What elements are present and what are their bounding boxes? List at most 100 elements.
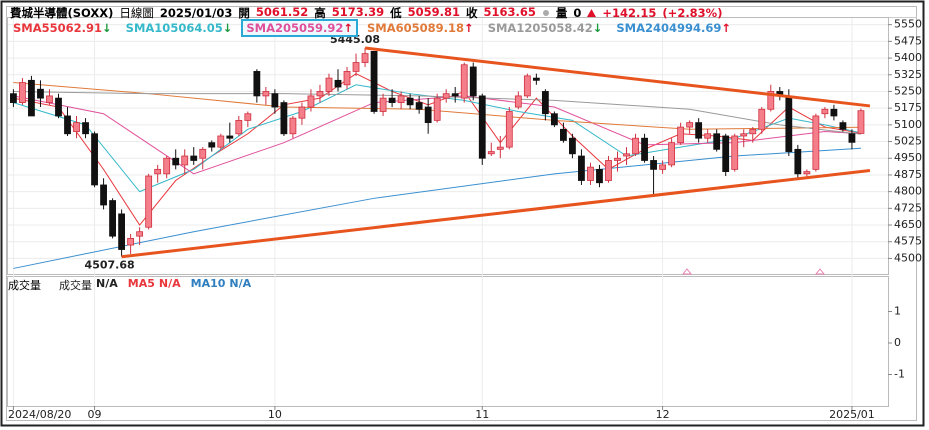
candle-body (749, 128, 757, 135)
candle-body (505, 111, 513, 148)
marker (814, 268, 826, 275)
candle-body (830, 108, 838, 117)
y-tick-label: 5175 (894, 101, 922, 114)
candle-body (758, 108, 766, 130)
legend-arrow: ↑ (721, 21, 732, 35)
y-tick-label: 5400 (894, 51, 922, 64)
candle-body (64, 115, 71, 135)
legend-value: 5059.92 (290, 21, 344, 35)
candle-body (722, 135, 730, 172)
y-tick-label: 5550 (894, 18, 922, 31)
volume-legend-value: N/A (229, 277, 252, 290)
candle-body (433, 97, 441, 121)
candle-body (659, 164, 666, 170)
volume-label: 量 (555, 6, 568, 20)
candle-body (406, 97, 414, 106)
date: 2025/01/03 (159, 6, 233, 20)
legend-name: SMA240 (616, 21, 669, 35)
candle-body (569, 137, 576, 155)
candle-body (73, 122, 80, 132)
y-tick-label: 4725 (894, 201, 922, 214)
annotation: 4507.68 (85, 259, 135, 272)
header: 費城半導體(SOXX) 日線圖 2025/01/03 開 5061.52 高 5173… (10, 5, 722, 21)
y-tick-label: 4500 (894, 251, 922, 264)
candle-body (550, 113, 558, 126)
candle-body (28, 79, 35, 117)
candle-body (623, 153, 630, 157)
legend-item: SMA205059.92↑ (241, 19, 359, 37)
candle-body (235, 120, 243, 135)
candle-body (767, 91, 775, 110)
legend-arrow: ↓ (592, 21, 603, 35)
candle-body (668, 142, 676, 166)
field-label: 開 (238, 6, 250, 20)
legend: SMA55062.91↓ SMA105064.05↓ SMA205059.92↑ SM… (10, 19, 734, 37)
volume-title: 成交量 (8, 279, 41, 292)
y-tick-label: 4650 (894, 218, 922, 231)
legend-value: 4994.69 (669, 21, 722, 35)
legend-item: SMA55062.91↓ (10, 21, 115, 35)
candle-body (91, 133, 98, 186)
field-value: 5173.39 (331, 5, 385, 19)
x-tick-label: 10 (268, 408, 282, 421)
candle-body (848, 133, 856, 143)
x-tick-label: 2024/08/20 (8, 408, 71, 421)
legend-name: SMA10 (125, 21, 171, 35)
candle-body (343, 71, 351, 86)
candle-body (253, 71, 261, 97)
candle-body (109, 200, 116, 237)
period: 日線圖 (119, 6, 154, 20)
candle-body (262, 91, 270, 97)
candle-body (244, 113, 252, 121)
candle-body (650, 160, 657, 170)
candle-body (785, 95, 793, 152)
candle-body (632, 137, 639, 155)
y-tick-label: 4575 (894, 235, 922, 248)
legend-name: SMA20 (246, 21, 291, 35)
candle-body (325, 77, 333, 92)
y-tick-label: 5250 (894, 84, 922, 97)
candle-body (514, 95, 522, 108)
candle-body (199, 148, 207, 159)
y-tick-label: 4800 (894, 185, 922, 198)
candle-body (686, 122, 694, 128)
trendline (121, 168, 871, 259)
candle-body (388, 97, 396, 103)
candle-body (596, 168, 603, 184)
candle-body (677, 126, 685, 144)
volume-legend-value: N/A (96, 277, 118, 290)
volume-legend: 成交量 成交量 N/A MA5 N/A MA10 N/A (8, 277, 251, 293)
candle-body (307, 95, 315, 108)
legend-item: SMA1205058.42↓ (485, 21, 606, 35)
legend-name: SMA120 (487, 21, 541, 35)
legend-value: 5062.91 (49, 21, 103, 35)
candle-body (82, 122, 89, 135)
ohlc-fields: 開 5061.52 高 5173.39 低 5059.81 收 5163.65 (238, 5, 536, 21)
marker (681, 268, 693, 275)
candle-body (118, 213, 126, 250)
candle-body (740, 133, 748, 137)
trendline (364, 46, 871, 108)
legend-value: 5064.05 (170, 21, 223, 35)
candle-body (523, 75, 531, 97)
candle-body (731, 135, 739, 170)
y-tick-label: 5325 (894, 68, 922, 81)
candle-body (821, 108, 829, 115)
field-value: 5163.65 (483, 5, 536, 19)
y-tick-label: 4950 (894, 151, 922, 164)
volume-legend-name: MA10 (190, 277, 226, 290)
candle-body (713, 133, 721, 150)
change: +142.15 (602, 6, 657, 20)
legend-arrow: ↑ (464, 21, 474, 35)
y-tick-label: 0 (894, 336, 901, 349)
candle-body (587, 166, 594, 181)
candle-body (695, 122, 703, 139)
field-value: 5059.81 (407, 5, 460, 19)
candle-body (145, 175, 153, 228)
field-label: 收 (466, 6, 478, 20)
candle-body (379, 97, 387, 112)
candle-body (190, 155, 198, 161)
y-tick-label: -1 (894, 368, 905, 381)
